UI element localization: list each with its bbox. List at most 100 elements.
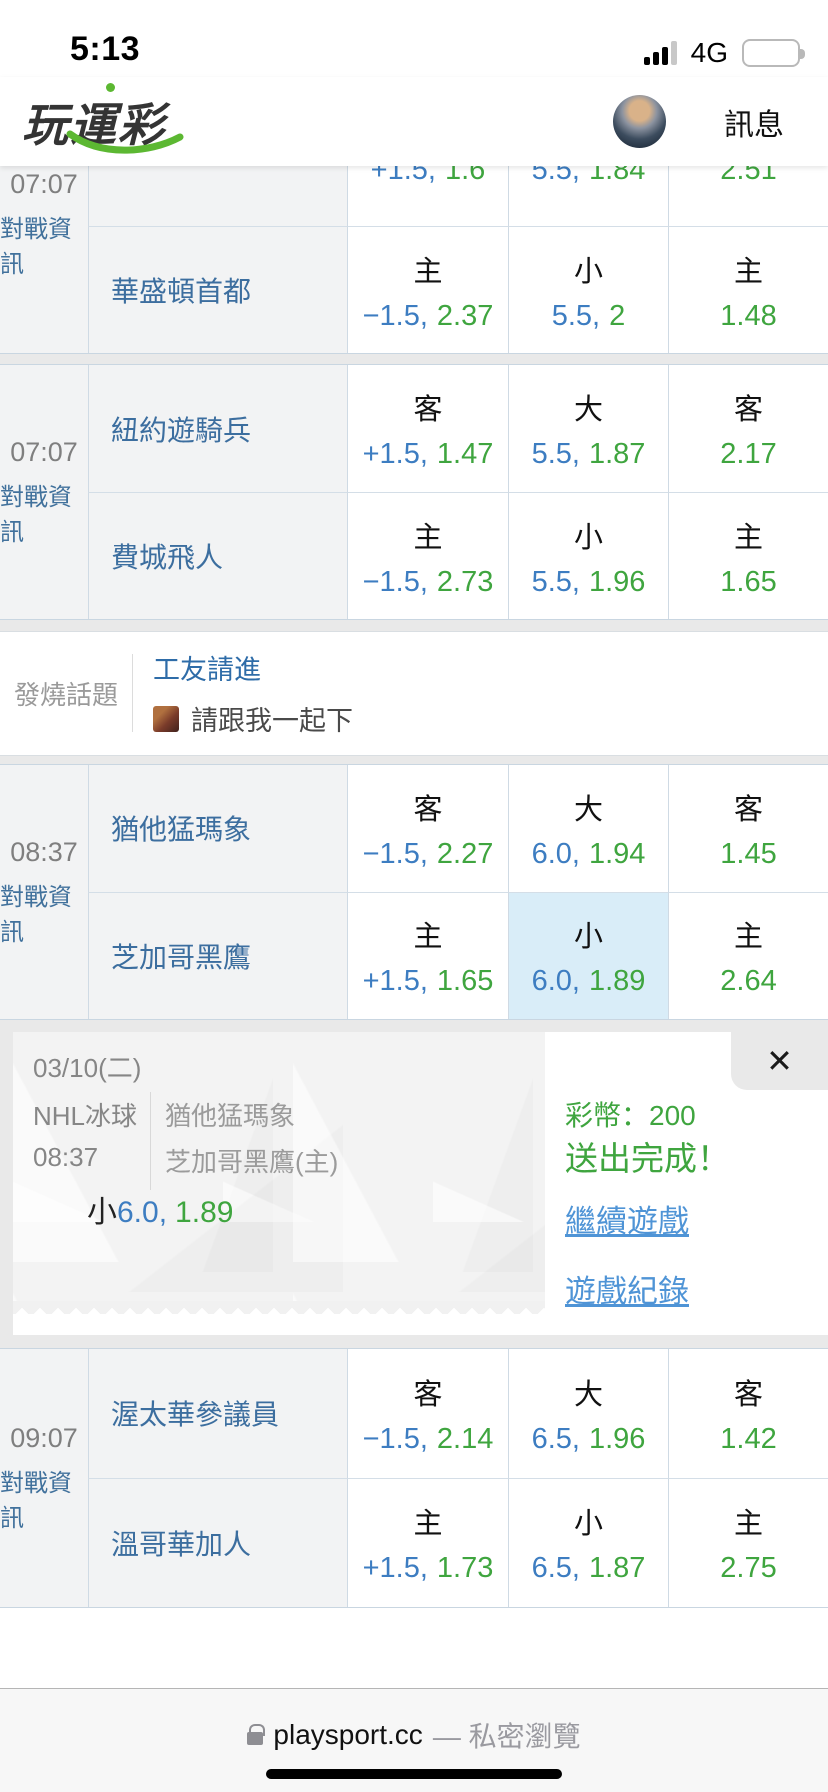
app-header: 玩運彩 訊息	[0, 77, 828, 167]
private-browsing-label: — 私密瀏覽	[432, 1720, 581, 1752]
clock: 5:13	[70, 30, 141, 69]
odds-value: 1.45	[720, 837, 777, 870]
odds-cell-total[interactable]: 大 5.5, 1.87	[508, 365, 668, 493]
odds-cell-spread[interactable]: 主 −1.5, 2.37	[347, 226, 508, 354]
line-value: +1.5,	[362, 1552, 428, 1585]
divider	[132, 654, 133, 733]
side-label: 主	[733, 921, 763, 954]
lock-icon	[247, 1724, 266, 1746]
odds-cell-moneyline[interactable]: 2.51	[668, 166, 828, 227]
section-gap	[0, 620, 828, 632]
odds-cell-moneyline[interactable]: 客 1.42	[668, 1348, 828, 1478]
odds-cell-spread[interactable]: 客 −1.5, 2.27	[347, 764, 508, 892]
odds-value: 1.65	[436, 965, 494, 998]
odds-value: 1.84	[588, 166, 646, 187]
odds-value: 2.64	[720, 965, 777, 998]
side-label: 小	[573, 921, 603, 954]
game-history-link[interactable]: 遊戲紀錄	[565, 1273, 689, 1309]
odds-value: 2	[609, 299, 626, 332]
user-avatar[interactable]	[613, 95, 666, 149]
odds-cell-spread[interactable]: 主 −1.5, 2.73	[347, 492, 508, 620]
odds-cell-spread[interactable]: 客 −1.5, 2.14	[347, 1348, 508, 1478]
team-cell: 渥太華參議員	[88, 1348, 347, 1478]
odds-cell-moneyline[interactable]: 主 1.48	[668, 226, 828, 354]
side-label: 客	[733, 394, 763, 427]
side-label: 小	[573, 1508, 603, 1541]
odds-value: 1.96	[588, 1422, 646, 1455]
line-value: 6.5,	[531, 1422, 580, 1455]
line-value: 5.5,	[531, 166, 580, 187]
game-table-0837: 08:37 對戰資訊 猶他猛瑪象 客 −1.5, 2.27 大 6.0, 1.94 …	[0, 763, 828, 1020]
bet-slip: ✕ 03/10(二) NHL冰球 08:37 猶他猛瑪象 芝加哥黑鷹(主) 小6…	[13, 1031, 828, 1335]
messages-link[interactable]: 訊息	[724, 108, 784, 142]
team-name: 紐約遊騎兵	[111, 414, 252, 446]
team-name: 華盛頓首都	[111, 276, 252, 308]
match-info-link[interactable]: 對戰資訊	[0, 883, 72, 946]
odds-cell-moneyline[interactable]: 主 1.65	[668, 492, 828, 620]
match-info-link[interactable]: 對戰資訊	[0, 484, 72, 547]
game-time-cell: 09:07 對戰資訊	[0, 1348, 88, 1607]
line-value: 5.5,	[531, 565, 580, 598]
side-label: 主	[733, 521, 763, 554]
odds-value: 1.87	[588, 438, 646, 471]
odds-cell-spread[interactable]: 主 +1.5, 1.73	[347, 1477, 508, 1607]
line-value: −1.5,	[362, 837, 428, 870]
continue-game-link[interactable]: 繼續遊戲	[565, 1203, 689, 1239]
pick-odds: 1.89	[175, 1195, 234, 1229]
hot-topics-label: 發燒話題	[14, 679, 119, 710]
side-label: 主	[733, 255, 763, 288]
team-cell: 紐約遊騎兵	[88, 365, 347, 493]
match-info-link[interactable]: 對戰資訊	[0, 1469, 72, 1532]
line-value: −1.5,	[362, 299, 428, 332]
side-label: 主	[413, 921, 443, 954]
team-cell: 溫哥華加人	[88, 1477, 347, 1607]
odds-cell-moneyline[interactable]: 主 2.64	[668, 891, 828, 1019]
bet-slip-receipt	[13, 1031, 545, 1301]
odds-cell-total[interactable]: 小 5.5, 2	[508, 226, 668, 354]
line-value: +1.5,	[362, 438, 428, 471]
odds-cell-total[interactable]: 大 6.0, 1.94	[508, 764, 668, 892]
network-type: 4G	[690, 37, 728, 69]
game-time-cell: 07:07 對戰資訊	[0, 365, 88, 620]
side-label: 大	[573, 394, 603, 427]
bet-status: 送出完成！	[565, 1139, 730, 1177]
side-label: 主	[733, 1508, 763, 1541]
odds-cell-total[interactable]: 小 6.5, 1.87	[508, 1477, 668, 1607]
game-time-cell: 07:07 對戰資訊	[0, 166, 88, 354]
odds-cell-total[interactable]: 5.5, 1.84	[508, 166, 668, 227]
hot-topics: 發燒話題 工友請進 請跟我一起下	[0, 631, 828, 756]
hot-topic-link[interactable]: 工友請進	[153, 655, 261, 686]
team-cell: 費城飛人	[88, 492, 347, 620]
odds-cell-total[interactable]: 大 6.5, 1.96	[508, 1348, 668, 1478]
close-button[interactable]: ✕	[731, 1031, 828, 1090]
odds-cell-moneyline[interactable]: 主 2.75	[668, 1477, 828, 1607]
odds-cell-moneyline[interactable]: 客 2.17	[668, 365, 828, 493]
pick-side: 小	[87, 1195, 117, 1229]
odds-cell-spread[interactable]: 主 +1.5, 1.65	[347, 891, 508, 1019]
game-table-0907: 09:07 對戰資訊 渥太華參議員 客 −1.5, 2.14 大 6.5, 1.96…	[0, 1347, 828, 1608]
section-gap	[0, 354, 828, 365]
bet-date: 03/10(二)	[33, 1052, 142, 1083]
line-value: −1.5,	[362, 565, 428, 598]
line-value: 6.5,	[531, 1552, 580, 1585]
bet-league: NHL冰球	[33, 1100, 138, 1131]
line-value: 6.0,	[531, 965, 580, 998]
address-bar[interactable]: playsport.cc — 私密瀏覽	[247, 1715, 581, 1755]
odds-cell-moneyline[interactable]: 客 1.45	[668, 764, 828, 892]
odds-cell-total-selected[interactable]: 小 6.0, 1.89	[508, 891, 668, 1019]
side-label: 大	[573, 793, 603, 826]
side-label: 主	[413, 255, 443, 288]
match-info-link[interactable]: 對戰資訊	[0, 216, 72, 279]
odds-cell-spread[interactable]: 客 +1.5, 1.47	[347, 365, 508, 493]
logo-swoosh-icon	[66, 130, 184, 154]
odds-cell-total[interactable]: 小 5.5, 1.96	[508, 492, 668, 620]
section-gap	[0, 755, 828, 764]
odds-cell-spread[interactable]: +1.5, 1.6	[347, 166, 508, 227]
game-time: 09:07	[10, 1422, 78, 1453]
playsport-logo[interactable]: 玩運彩	[22, 82, 184, 155]
home-indicator[interactable]	[266, 1769, 562, 1780]
hot-topic-post[interactable]: 請跟我一起下	[153, 699, 353, 738]
site-domain: playsport.cc	[273, 1718, 423, 1750]
team-name: 猶他猛瑪象	[111, 814, 252, 846]
